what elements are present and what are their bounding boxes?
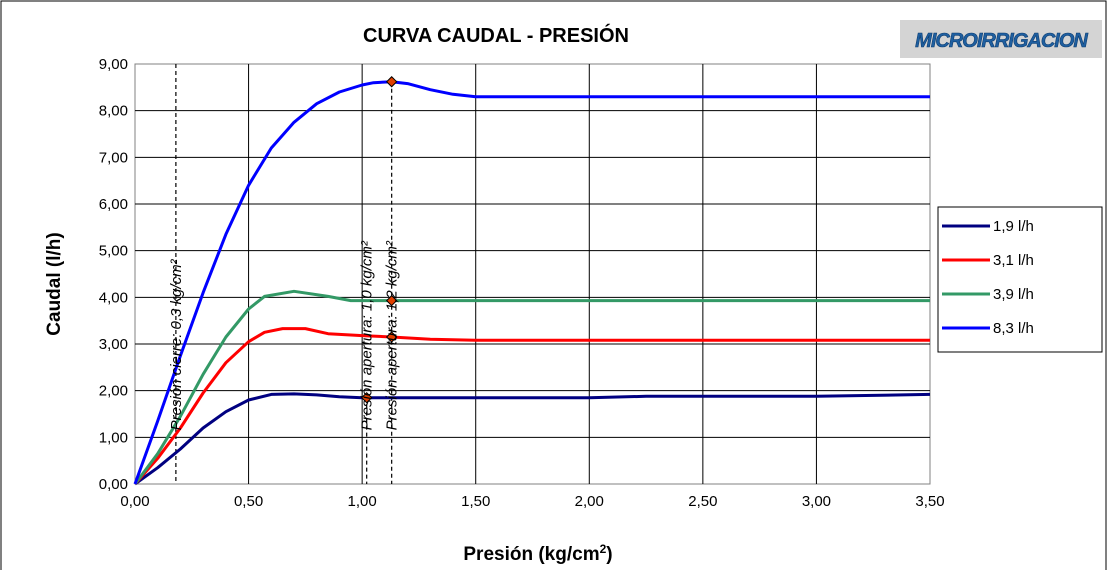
- series-line: [133, 327, 930, 485]
- x-tick-label: 2,50: [688, 493, 717, 510]
- legend-label: 3,9 l/h: [993, 286, 1034, 303]
- x-tick-label: 0,50: [234, 493, 263, 510]
- series-line: [133, 80, 930, 485]
- x-tick-label: 1,00: [348, 493, 377, 510]
- series-line: [134, 392, 931, 486]
- x-axis-title-end: ): [606, 544, 612, 565]
- reference-lines: [175, 64, 393, 484]
- legend-label: 1,9 l/h: [993, 218, 1034, 235]
- data-marker: [385, 76, 398, 88]
- x-axis-title: Presión (kg/cm2): [463, 542, 612, 565]
- x-axis-title-sup: 2: [600, 542, 607, 556]
- markers-layer: [360, 76, 398, 404]
- series-line: [133, 289, 930, 485]
- logo-background: [900, 20, 1102, 58]
- y-tick-label: 1,00: [99, 429, 128, 446]
- y-tick-label: 2,00: [99, 383, 128, 400]
- chart-title: CURVA CAUDAL - PRESIÓN: [363, 23, 629, 47]
- x-tick-label: 1,50: [461, 493, 490, 510]
- y-axis-title: Caudal (l/h): [44, 232, 65, 335]
- data-marker: [360, 391, 373, 404]
- annotations: Presión cierre: 0,3 kg/cm² Presión apertu…: [168, 240, 401, 430]
- reference-line-label: Presión cierre: 0,3 kg/cm²: [168, 258, 185, 430]
- logo: MICROIRRIGACION: [900, 20, 1102, 58]
- x-tick-label: 3,00: [802, 493, 831, 510]
- y-tick-label: 8,00: [99, 103, 128, 120]
- series-layer: [133, 80, 931, 486]
- y-tick-label: 9,00: [99, 56, 128, 73]
- x-tick-label: 0,00: [120, 493, 149, 510]
- y-tick-label: 3,00: [99, 336, 128, 353]
- grid-layer: [135, 64, 930, 484]
- data-marker: [385, 294, 398, 307]
- logo-text: MICROIRRIGACION: [915, 30, 1088, 52]
- reference-line-label: Presión apertura: 1,2 kg/cm²: [384, 240, 401, 430]
- x-tick-label: 2,00: [575, 493, 604, 510]
- y-tick-label: 0,00: [99, 476, 128, 493]
- tick-labels: 0,00 0,50 1,00 1,50 2,00 2,50 3,00 3,50 0,00 1,00…: [99, 56, 945, 510]
- x-axis-title-main: Presión (kg/cm: [463, 544, 599, 565]
- plot-area: [134, 63, 931, 485]
- legend-label: 8,3 l/h: [993, 320, 1034, 337]
- y-tick-label: 5,00: [99, 243, 128, 260]
- y-tick-label: 6,00: [99, 196, 128, 213]
- x-tick-label: 3,50: [915, 493, 944, 510]
- y-tick-label: 4,00: [99, 289, 128, 306]
- data-marker: [385, 331, 398, 343]
- legend-label: 3,1 l/h: [993, 252, 1034, 269]
- reference-line-label: Presión apertura: 1,0 kg/cm²: [359, 240, 376, 430]
- legend: 1,9 l/h 3,1 l/h 3,9 l/h 8,3 l/h: [937, 206, 1103, 353]
- y-tick-label: 7,00: [99, 149, 128, 166]
